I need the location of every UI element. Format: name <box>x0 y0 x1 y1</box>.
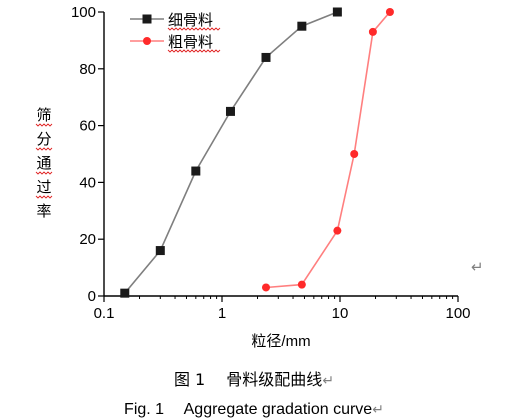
data-point-fine <box>155 246 165 256</box>
spellcheck-squiggle <box>167 27 221 31</box>
return-mark: ↵ <box>322 373 335 389</box>
y-axis-label-char: 通 <box>36 154 51 172</box>
y-axis-label-char: 分 <box>36 130 51 148</box>
x-axis-label: 粒径/mm <box>251 333 310 350</box>
y-axis-label-char: 率 <box>36 202 51 220</box>
y-tick-label: 40 <box>79 174 96 191</box>
x-tick-label: 10 <box>332 305 349 322</box>
y-tick-label: 20 <box>79 231 96 248</box>
x-axis: 0.1 1 10 100 <box>94 295 471 322</box>
return-mark: ↵ <box>471 258 484 276</box>
data-point-coarse <box>350 150 359 158</box>
legend-label: 细骨料 <box>168 12 213 29</box>
caption-en-text: Fig. 1 Aggregate gradation curve <box>124 401 373 418</box>
x-tick-label: 100 <box>445 305 470 322</box>
figure-caption-zh: 图 1 骨料级配曲线↵ <box>0 366 508 390</box>
y-tick-label: 100 <box>71 4 96 21</box>
figure-caption-en: Fig. 1 Aggregate gradation curve↵ <box>0 395 508 419</box>
data-point-coarse <box>333 226 342 235</box>
legend-marker <box>142 14 152 24</box>
data-point-fine <box>120 288 130 298</box>
caption-zh-text: 图 1 骨料级配曲线 <box>173 370 323 389</box>
spellcheck-squiggle <box>35 123 53 127</box>
data-point-coarse <box>297 280 306 289</box>
x-tick-label: 0.1 <box>94 305 115 322</box>
spellcheck-squiggle <box>35 147 53 151</box>
data-point-coarse <box>368 27 377 36</box>
y-tick-label: 60 <box>79 118 96 135</box>
data-point-coarse <box>262 283 271 292</box>
spellcheck-squiggle <box>35 171 53 175</box>
y-axis-label-char: 筛 <box>36 106 51 124</box>
spellcheck-squiggle <box>167 49 221 53</box>
data-point-fine <box>225 106 235 116</box>
y-axis: 0 20 40 60 80 100 <box>71 4 105 305</box>
spellcheck-squiggle <box>35 195 53 199</box>
legend-label: 粗骨料 <box>168 34 213 51</box>
data-point-fine <box>332 7 342 17</box>
data-point-fine <box>261 52 271 62</box>
legend-marker <box>143 37 151 45</box>
data-point-fine <box>297 21 307 31</box>
y-tick-label: 80 <box>79 61 96 78</box>
data-point-fine <box>191 166 201 176</box>
y-tick-label: 0 <box>88 288 96 305</box>
x-tick-label: 1 <box>218 305 226 322</box>
data-point-coarse <box>385 8 394 16</box>
series-line <box>265 11 391 289</box>
y-axis-label-char: 过 <box>36 178 51 196</box>
return-mark: ↵ <box>372 401 384 417</box>
series-markers <box>120 7 394 298</box>
